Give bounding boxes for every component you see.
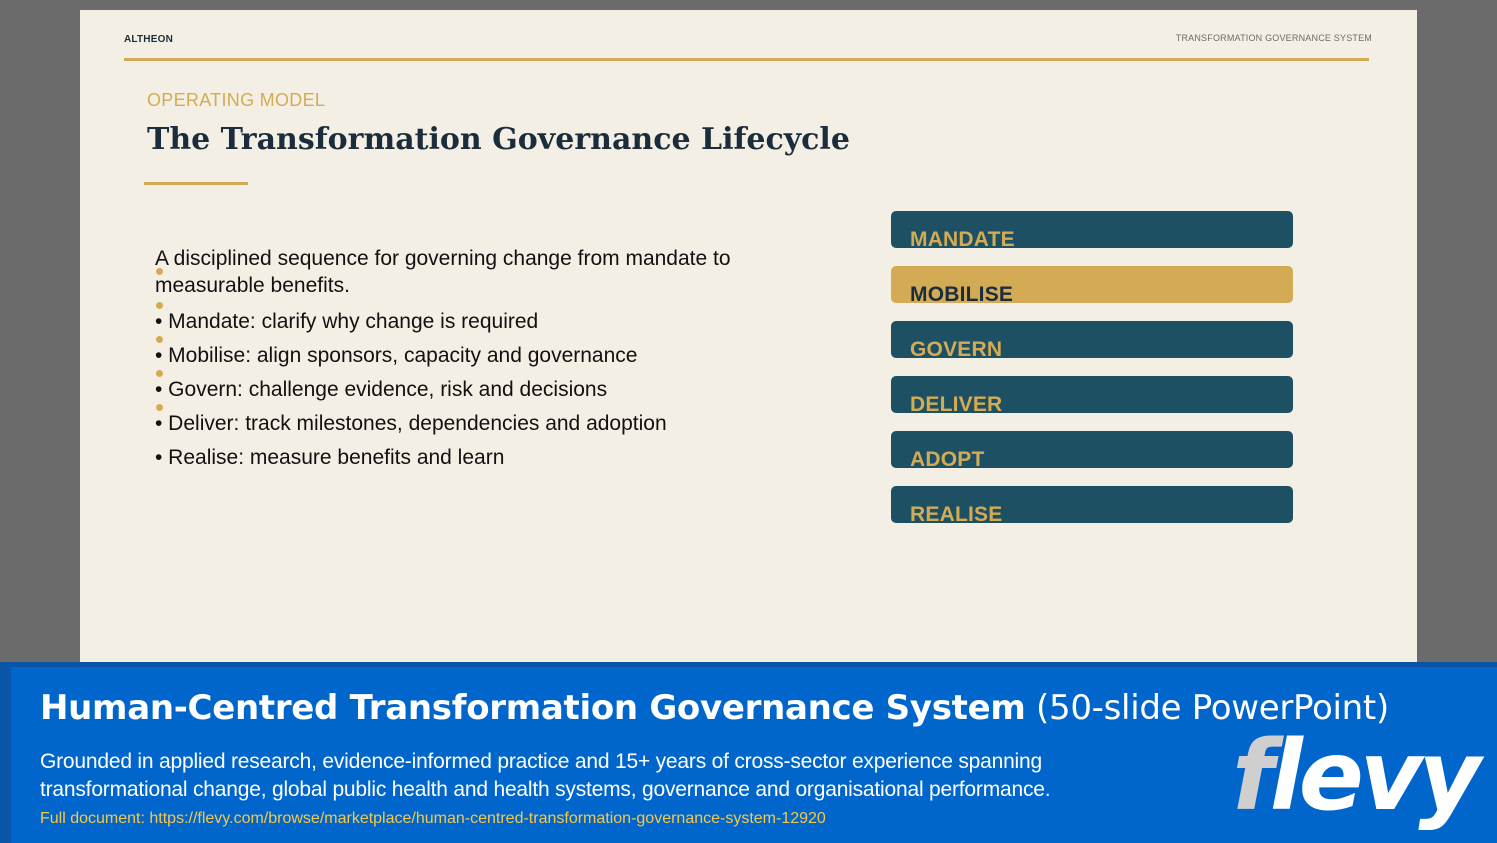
bullet-item: • Realise: measure benefits and learn xyxy=(155,446,505,469)
step-mandate[interactable]: MANDATE xyxy=(891,211,1293,248)
step-adopt[interactable]: ADOPT xyxy=(891,431,1293,468)
bullet-dot-icon xyxy=(156,370,163,377)
logo-letter-f: f xyxy=(1232,720,1274,832)
banner-title-suffix: (50-slide PowerPoint) xyxy=(1036,688,1389,728)
flevy-logo[interactable]: flevy xyxy=(1232,728,1481,824)
bullet-item: • Deliver: track milestones, dependencie… xyxy=(155,412,667,435)
bullet-dot-icon xyxy=(156,302,163,309)
document-link[interactable]: Full document: https://flevy.com/browse/… xyxy=(40,810,826,827)
banner-title: Human-Centred Transformation Governance … xyxy=(40,688,1389,728)
step-label: MOBILISE xyxy=(910,283,1014,303)
banner-title-main: Human-Centred Transformation Governance … xyxy=(40,688,1026,728)
body-text: A disciplined sequence for governing cha… xyxy=(155,245,795,475)
step-deliver[interactable]: DELIVER xyxy=(891,376,1293,413)
logo-rest: levy xyxy=(1269,720,1481,832)
header-rule xyxy=(124,58,1369,61)
title-underline xyxy=(144,182,248,185)
banner-top-edge xyxy=(0,662,1497,667)
slide: ALTHEON TRANSFORMATION GOVERNANCE SYSTEM… xyxy=(80,10,1417,662)
lifecycle-steps: MANDATE MOBILISE GOVERN DELIVER ADOPT RE… xyxy=(891,211,1293,541)
step-label: REALISE xyxy=(910,503,1003,523)
step-label: GOVERN xyxy=(910,338,1003,358)
step-govern[interactable]: GOVERN xyxy=(891,321,1293,358)
step-label: MANDATE xyxy=(910,228,1015,248)
bullet-item: • Mobilise: align sponsors, capacity and… xyxy=(155,344,638,367)
bullet-item: • Mandate: clarify why change is require… xyxy=(155,310,539,333)
step-mobilise[interactable]: MOBILISE xyxy=(891,266,1293,303)
section-kicker: OPERATING MODEL xyxy=(147,90,326,110)
banner-left-edge xyxy=(0,662,11,843)
step-realise[interactable]: REALISE xyxy=(891,486,1293,523)
bullet-dot-icon xyxy=(156,268,163,275)
bullet-dot-icon xyxy=(156,336,163,343)
slide-title: The Transformation Governance Lifecycle xyxy=(147,122,850,157)
bullet-dot-icon xyxy=(156,404,163,411)
header-tag: TRANSFORMATION GOVERNANCE SYSTEM xyxy=(1175,33,1372,43)
banner-description: Grounded in applied research, evidence-i… xyxy=(40,750,1051,801)
step-label: ADOPT xyxy=(910,448,985,468)
bullet-item: • Govern: challenge evidence, risk and d… xyxy=(155,378,608,401)
step-label: DELIVER xyxy=(910,393,1003,413)
promo-banner: Human-Centred Transformation Governance … xyxy=(0,662,1497,843)
intro-text: A disciplined sequence for governing cha… xyxy=(155,247,731,297)
brand-name: ALTHEON xyxy=(124,34,173,45)
